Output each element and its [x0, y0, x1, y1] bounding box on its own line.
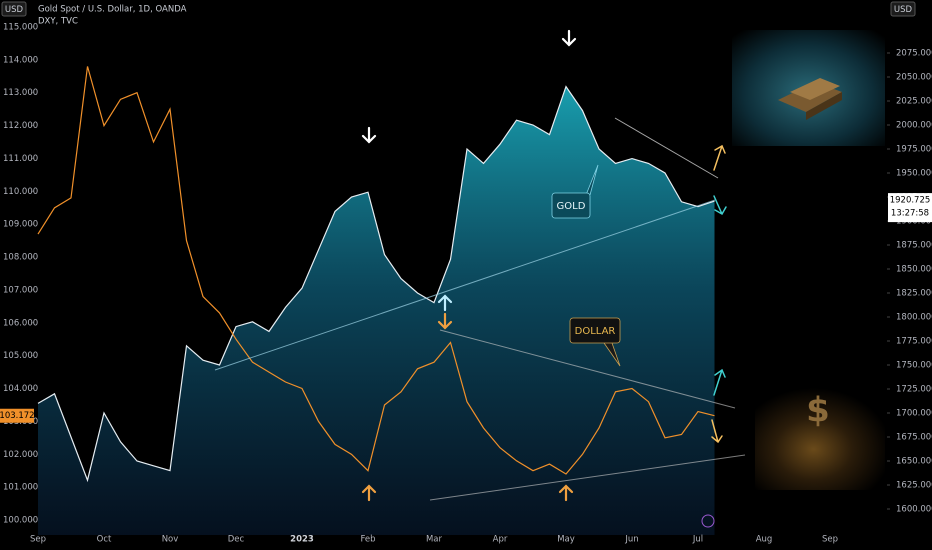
dollar-icon: $ [806, 391, 830, 431]
trendlines [214, 117, 746, 501]
y2-tick-label: 1625.000 [896, 481, 932, 491]
axes: 100.000101.000102.000103.000104.000105.0… [0, 23, 932, 545]
overlay-title: DXY, TVC [38, 17, 78, 27]
y2-tick-label: 1950.000 [896, 169, 932, 179]
y-tick-label: 115.000 [3, 23, 38, 33]
x-tick-label: Jun [624, 535, 638, 545]
x-tick-label: Sep [30, 535, 46, 545]
y-tick-label: 111.000 [3, 154, 38, 164]
y-tick-label: 105.000 [3, 351, 38, 361]
y2-tick-label: 2025.000 [896, 97, 932, 107]
left-currency-box [1, 1, 27, 17]
y-tick-label: 106.000 [3, 318, 38, 328]
y-tick-label: 101.000 [3, 483, 38, 493]
gold-area [38, 86, 715, 535]
y-tick-label: 112.000 [3, 121, 38, 131]
last-price-box [888, 193, 932, 223]
countdown: 13:27:58 [891, 209, 929, 219]
arrows [361, 29, 727, 502]
y-tick-label: 108.000 [3, 253, 38, 263]
y2-tick-label: 1800.000 [896, 313, 932, 323]
y2-tick-label: 1725.000 [896, 385, 932, 395]
y2-tick-label: 1775.000 [896, 337, 932, 347]
series-line [37, 66, 715, 475]
plot [37, 66, 715, 535]
x-tick-label: Aug [756, 535, 773, 545]
left-currency: USD [5, 5, 24, 15]
y2-tick-label: 2075.000 [896, 49, 932, 59]
y-tick-label: 104.000 [3, 384, 38, 394]
right-axis-panel [887, 0, 932, 550]
y2-tick-label: 1850.000 [896, 265, 932, 275]
last-price: 103.172 [0, 411, 35, 421]
y-tick-label: 110.000 [3, 187, 38, 197]
y-tick-label: 107.000 [3, 285, 38, 295]
x-tick-label: Sep [822, 535, 838, 545]
y2-tick-label: 1650.000 [896, 457, 932, 467]
y2-tick-label: 1700.000 [896, 409, 932, 419]
y-tick-label: 100.000 [3, 516, 38, 526]
y-tick-label: 114.000 [3, 55, 38, 65]
dollar-callout [569, 317, 621, 367]
right-currency-box [890, 1, 916, 17]
alert-icon[interactable] [701, 514, 715, 528]
y-tick-label: 113.000 [3, 88, 38, 98]
gold-bars-icon [778, 78, 842, 120]
y2-tick-label: 1750.000 [896, 361, 932, 371]
left-axis-panel [0, 0, 34, 550]
y2-tick-label: 1675.000 [896, 433, 932, 443]
last-price-box [0, 408, 34, 423]
x-tick-label: Oct [97, 535, 112, 545]
gold-annotation: GOLD [557, 201, 586, 212]
x-tick-label: Nov [162, 535, 179, 545]
x-tick-label: Jul [692, 535, 703, 545]
y2-tick-label: 2000.000 [896, 121, 932, 131]
x-tick-label: Mar [426, 535, 443, 545]
right-currency: USD [894, 5, 913, 15]
dollar-image [755, 388, 885, 490]
last-price: 1920.725 [890, 196, 931, 206]
y-tick-label: 109.000 [3, 220, 38, 230]
x-tick-label: Dec [228, 535, 245, 545]
y2-tick-label: 1975.000 [896, 145, 932, 155]
x-tick-label: May [557, 535, 575, 545]
x-tick-label: 2023 [290, 535, 314, 545]
series-line [37, 85, 715, 483]
symbol-title: Gold Spot / U.S. Dollar, 1D, OANDA [38, 5, 187, 15]
gold-callout [551, 164, 599, 219]
x-tick-label: Apr [493, 535, 508, 545]
y-tick-label: 102.000 [3, 450, 38, 460]
dollar-annotation: DOLLAR [575, 326, 616, 337]
y2-tick-label: 1875.000 [896, 241, 932, 251]
y2-tick-label: 2050.000 [896, 73, 932, 83]
x-tick-label: Feb [360, 535, 375, 545]
y2-tick-label: 1600.000 [896, 505, 932, 515]
y2-tick-label: 1825.000 [896, 289, 932, 299]
